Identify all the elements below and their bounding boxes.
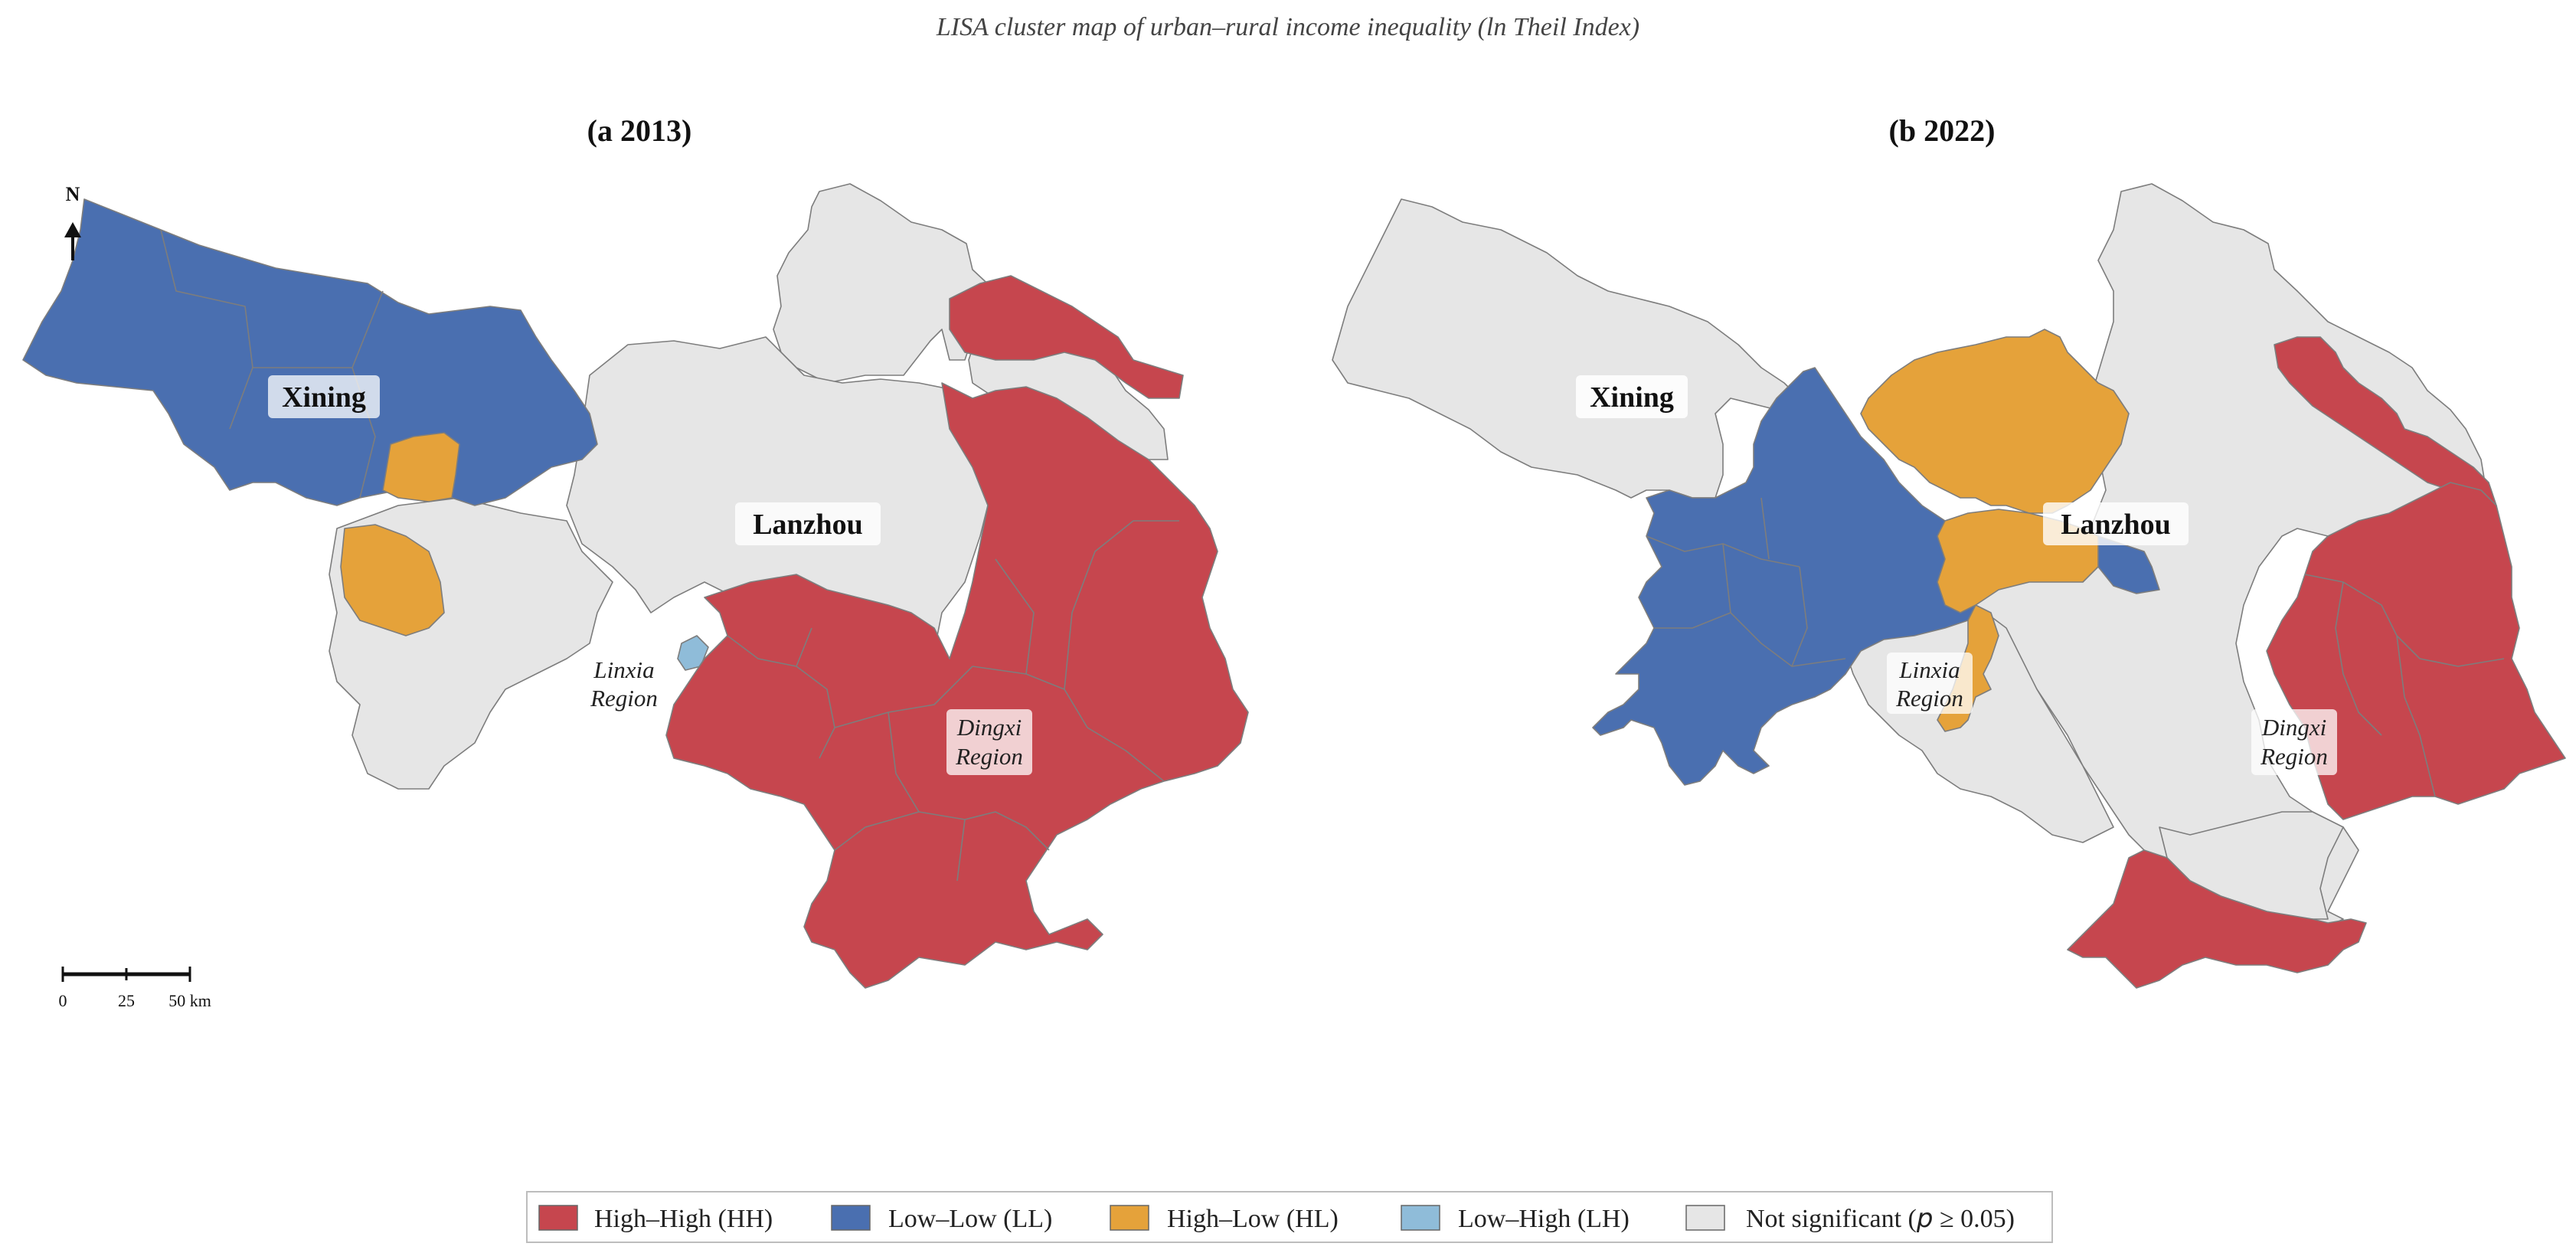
linxia-label-line1: Linxia	[593, 656, 654, 683]
legend-label-lh: Low–High (LH)	[1458, 1205, 1630, 1233]
region-ns-north	[773, 183, 996, 384]
xining-label-b: Xining	[1590, 381, 1674, 414]
panel-b-hh-regions	[2067, 336, 2566, 989]
linxia-label-box	[582, 653, 666, 714]
panel-a-hh-regions	[665, 275, 1249, 989]
linxia-label-line2: Region	[590, 685, 658, 712]
dingxi-label-line1-b: Dingxi	[2261, 714, 2326, 741]
region-hl-north	[1860, 329, 2130, 514]
xining-label: Xining	[282, 381, 366, 414]
legend-label-ll: Low–Low (LL)	[888, 1205, 1052, 1233]
dingxi-label-line2-b: Region	[2260, 743, 2328, 770]
panel-a-ns-regions	[329, 183, 1169, 790]
lanzhou-label-b: Lanzhou	[2061, 509, 2171, 541]
xining-label-box-b	[1576, 375, 1688, 418]
legend-swatch-hh	[538, 1205, 578, 1231]
north-arrow: N	[64, 183, 81, 260]
panel-b-2022: (b 2022) Xini	[1332, 113, 2566, 989]
legend: High–High (HH) Low–Low (LL) High–Low (HL…	[526, 1191, 2053, 1243]
scale-tick-0: 0	[59, 991, 67, 1010]
scale-tick-50: 50 km	[168, 991, 211, 1010]
scale-tick-25: 25	[118, 991, 135, 1010]
region-hl-xining	[382, 432, 460, 502]
legend-frame	[526, 1191, 2053, 1243]
legend-label-ns-suffix: ≥ 0.05)	[1933, 1205, 2014, 1233]
region-hh-northeast	[2274, 336, 2497, 506]
panel-b-labels: Xining Lanzhou Linxia Region Dingxi Regi…	[1576, 375, 2337, 775]
legend-swatch-hl	[1110, 1205, 1149, 1231]
legend-swatch-ns	[1685, 1205, 1725, 1231]
dingxi-label-line2: Region	[955, 743, 1023, 770]
north-arrow-label: N	[66, 183, 80, 205]
lanzhou-label: Lanzhou	[753, 509, 863, 541]
legend-swatch-ll	[831, 1205, 871, 1231]
linxia-label-line2-b: Region	[1895, 685, 1963, 712]
legend-label-ns-prefix: Not significant (	[1746, 1205, 1917, 1233]
lanzhou-label-box-b	[2043, 502, 2189, 545]
dingxi-label-box-b	[2251, 709, 2337, 775]
region-hh-internal-lines	[2304, 574, 2505, 797]
lanzhou-label-box	[735, 502, 881, 545]
linxia-label-box-b	[1887, 653, 1973, 714]
legend-label-ns: Not significant (p ≥ 0.05)	[1746, 1203, 2015, 1234]
dingxi-label-line1: Dingxi	[956, 714, 1022, 741]
panel-b-title: (b 2022)	[1889, 113, 1996, 148]
panel-a-title: (a 2013)	[587, 113, 692, 148]
xining-label-box	[268, 375, 380, 418]
panel-a-2013: (a 2013) Xining La	[22, 113, 1249, 1010]
panel-a-labels: Xining Lanzhou Linxia Region Dingxi Regi…	[268, 375, 1032, 775]
region-hh-main	[665, 382, 1249, 989]
region-hh-east-main	[2266, 482, 2566, 820]
dingxi-label-box	[946, 709, 1032, 775]
legend-label-hh: High–High (HH)	[594, 1205, 773, 1233]
region-ll-lanzhou	[2097, 535, 2160, 594]
region-hh-internal-lines	[727, 520, 1179, 882]
legend-label-ns-italic: p	[1916, 1203, 1934, 1234]
region-hh-north	[949, 275, 1184, 399]
legend-swatch-lh	[1401, 1205, 1440, 1231]
region-ll-internal-lines	[1646, 497, 1846, 667]
figure-title: LISA cluster map of urban–rural income i…	[936, 13, 1639, 41]
scale-bar: 0 25 50 km	[59, 967, 211, 1010]
north-arrow-head	[64, 222, 81, 237]
region-hl-southwest	[340, 524, 445, 636]
panel-a-ll-regions	[22, 198, 598, 506]
legend-label-hl: High–Low (HL)	[1167, 1205, 1339, 1233]
region-ns-northwest	[1332, 198, 1800, 499]
linxia-label-line1-b: Linxia	[1898, 656, 1960, 683]
region-hh-south	[2067, 849, 2367, 989]
region-ll-northwest	[22, 198, 598, 506]
